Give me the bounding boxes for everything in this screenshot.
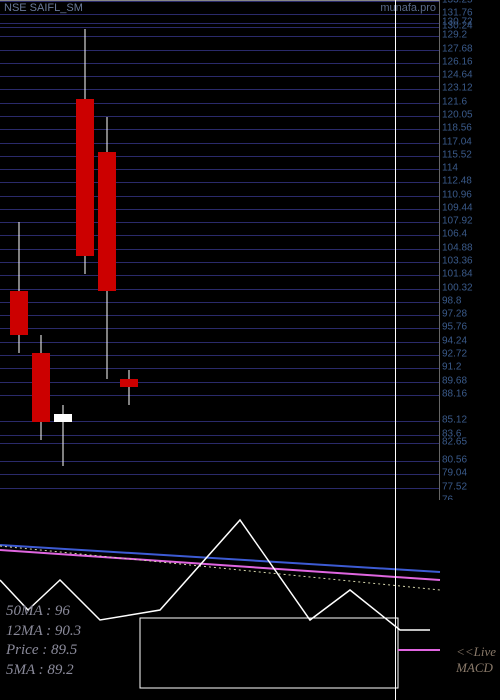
y-tick-label: 80.56 [442, 455, 467, 466]
y-tick-label: 77.52 [442, 481, 467, 492]
y-tick-label: 130.72 [442, 17, 473, 28]
y-tick-label: 79.04 [442, 468, 467, 479]
y-tick-label: 112.48 [442, 176, 472, 187]
y-tick-label: 89.68 [442, 375, 467, 386]
symbol-label: NSE SAIFL_SM [4, 2, 83, 14]
gridline [0, 63, 439, 64]
candle-body [32, 353, 50, 423]
y-tick-label: 109.44 [442, 202, 473, 213]
y-tick-label: 107.92 [442, 216, 473, 227]
gridline [0, 209, 439, 210]
y-tick-label: 98.8 [442, 295, 461, 306]
y-tick-label: 100.32 [442, 282, 473, 293]
ma12-label: 12MA : 90.3 [6, 622, 81, 642]
gridline [0, 328, 439, 329]
y-tick-label: 117.04 [442, 136, 472, 147]
ma-summary: 50MA : 96 12MA : 90.3 Price : 89.5 5MA :… [6, 602, 81, 680]
macd-label: <<Live MACD [456, 644, 496, 676]
candle-body [76, 99, 94, 256]
macd-text: MACD [456, 660, 496, 676]
gridline [0, 342, 439, 343]
candlestick [32, 335, 50, 440]
y-tick-label: 94.24 [442, 335, 467, 346]
gridline [0, 156, 439, 157]
y-tick-label: 124.64 [442, 70, 473, 81]
chart-container: NSE SAIFL_SM munafa.pro 133.25131.76130.… [0, 0, 500, 700]
live-text: <<Live [456, 644, 496, 660]
gridline [0, 368, 439, 369]
y-tick-label: 95.76 [442, 322, 467, 333]
gridline [0, 14, 439, 15]
gridline [0, 76, 439, 77]
y-tick-label: 115.52 [442, 149, 472, 160]
y-axis-labels: 133.25131.76130.24130.72129.2127.68126.1… [440, 0, 500, 500]
y-tick-label: 126.16 [442, 56, 473, 67]
gridline [0, 235, 439, 236]
candle-body [120, 379, 138, 388]
gridline [0, 129, 439, 130]
candlestick [120, 370, 138, 405]
y-tick-label: 88.16 [442, 388, 467, 399]
gridline [0, 50, 439, 51]
y-tick-label: 127.68 [442, 43, 473, 54]
gridline [0, 222, 439, 223]
candlestick [98, 117, 116, 379]
gridline [0, 103, 439, 104]
gridline [0, 289, 439, 290]
y-tick-label: 85.12 [442, 415, 467, 426]
gridline [0, 275, 439, 276]
y-tick-label: 97.28 [442, 309, 467, 320]
gridline [0, 36, 439, 37]
gridline [0, 315, 439, 316]
candlestick [10, 222, 28, 353]
gridline [0, 196, 439, 197]
ma5-label: 5MA : 89.2 [6, 661, 81, 681]
candlestick [76, 29, 94, 274]
y-tick-label: 104.88 [442, 242, 473, 253]
y-tick-label: 106.4 [442, 229, 467, 240]
watermark: munafa.pro [380, 2, 436, 14]
gridline [0, 169, 439, 170]
gridline [0, 116, 439, 117]
main-price-chart [0, 0, 440, 500]
gridline [0, 182, 439, 183]
candle-wick [129, 370, 130, 405]
y-tick-label: 121.6 [442, 96, 467, 107]
gridline [0, 249, 439, 250]
gridline [0, 143, 439, 144]
y-tick-label: 118.56 [442, 123, 472, 134]
y-tick-label: 120.05 [442, 110, 473, 121]
y-tick-label: 101.84 [442, 269, 473, 280]
ma50-label: 50MA : 96 [6, 602, 81, 622]
candle-body [98, 152, 116, 292]
y-tick-label: 110.96 [442, 189, 472, 200]
price-label: Price : 89.5 [6, 641, 81, 661]
y-tick-label: 92.72 [442, 348, 467, 359]
gridline [0, 89, 439, 90]
gridline [0, 395, 439, 396]
gridline [0, 302, 439, 303]
gridline [0, 355, 439, 356]
cursor-vertical-line [395, 0, 396, 700]
y-tick-label: 114 [442, 163, 458, 174]
gridline [0, 27, 439, 28]
gridline [0, 23, 439, 24]
gridline [0, 382, 439, 383]
gridline [0, 488, 439, 489]
y-tick-label: 91.2 [442, 362, 461, 373]
candle-body [10, 291, 28, 335]
gridline [0, 262, 439, 263]
indicator-panel: 50MA : 96 12MA : 90.3 Price : 89.5 5MA :… [0, 500, 500, 700]
y-tick-label: 123.12 [442, 83, 473, 94]
candlestick [54, 405, 72, 466]
y-tick-label: 133.25 [442, 0, 473, 6]
y-tick-label: 103.36 [442, 256, 473, 267]
y-tick-label: 82.65 [442, 436, 467, 447]
gridline [0, 474, 439, 475]
candle-body [54, 414, 72, 423]
y-tick-label: 129.2 [442, 30, 467, 41]
